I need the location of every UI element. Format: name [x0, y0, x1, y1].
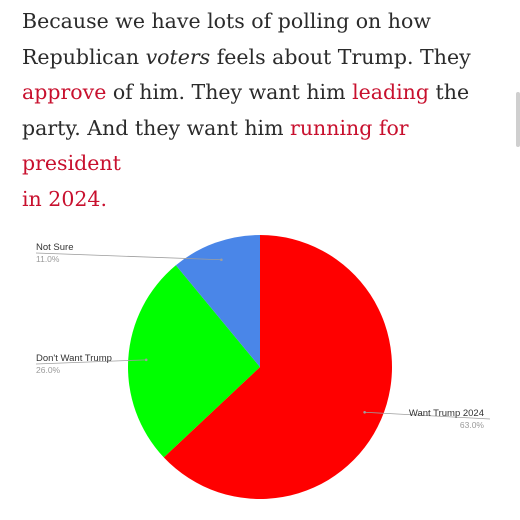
slice-label: Not Sure — [36, 242, 74, 253]
slice-label: Want Trump 2024 — [409, 408, 484, 419]
leader-dot — [363, 410, 366, 414]
pie-slice-don-t-want-trump — [128, 265, 260, 458]
leader-dot — [144, 358, 148, 362]
period: . — [100, 186, 107, 211]
in-2024-link[interactable]: in 2024 — [22, 186, 101, 211]
article-line-5: in 2024. — [22, 182, 506, 218]
leader-line — [35, 359, 147, 365]
leader-dot — [220, 258, 223, 262]
pie-slices — [128, 235, 392, 499]
text: the — [429, 80, 470, 104]
leading-link[interactable]: leading — [352, 80, 429, 104]
voters-emphasis: voters — [145, 44, 211, 69]
article-line-1: Because we have lots of polling on how — [22, 4, 506, 40]
pie-slice-not-sure — [175, 235, 260, 367]
slice-percent-label: 63.0% — [460, 420, 485, 430]
leader-line — [35, 252, 222, 261]
text: Because we have lots of polling on how — [22, 9, 431, 33]
article-line-4: party. And they want him running for pre… — [22, 111, 506, 182]
text: feels about Trump. They — [210, 44, 471, 69]
approve-link[interactable]: approve — [22, 80, 107, 104]
slice-percent-label: 26.0% — [36, 365, 61, 375]
text: party. And they want him — [22, 115, 291, 140]
article-line-3: approve of him. They want him leading th… — [22, 75, 506, 111]
leader-line — [364, 411, 491, 420]
text: of him. They want him — [106, 80, 353, 104]
running-for-president-link[interactable]: running for president — [22, 115, 409, 176]
scrollbar[interactable] — [516, 92, 520, 147]
slice-percent-label: 11.0% — [36, 254, 60, 264]
text: Republican — [22, 44, 146, 69]
article-line-2: Republican voters feels about Trump. The… — [22, 40, 506, 76]
pie-slice-want-trump-2024 — [163, 235, 392, 499]
article-paragraph: Because we have lots of polling on how R… — [22, 4, 506, 217]
slice-label: Don't Want Trump — [36, 353, 112, 364]
